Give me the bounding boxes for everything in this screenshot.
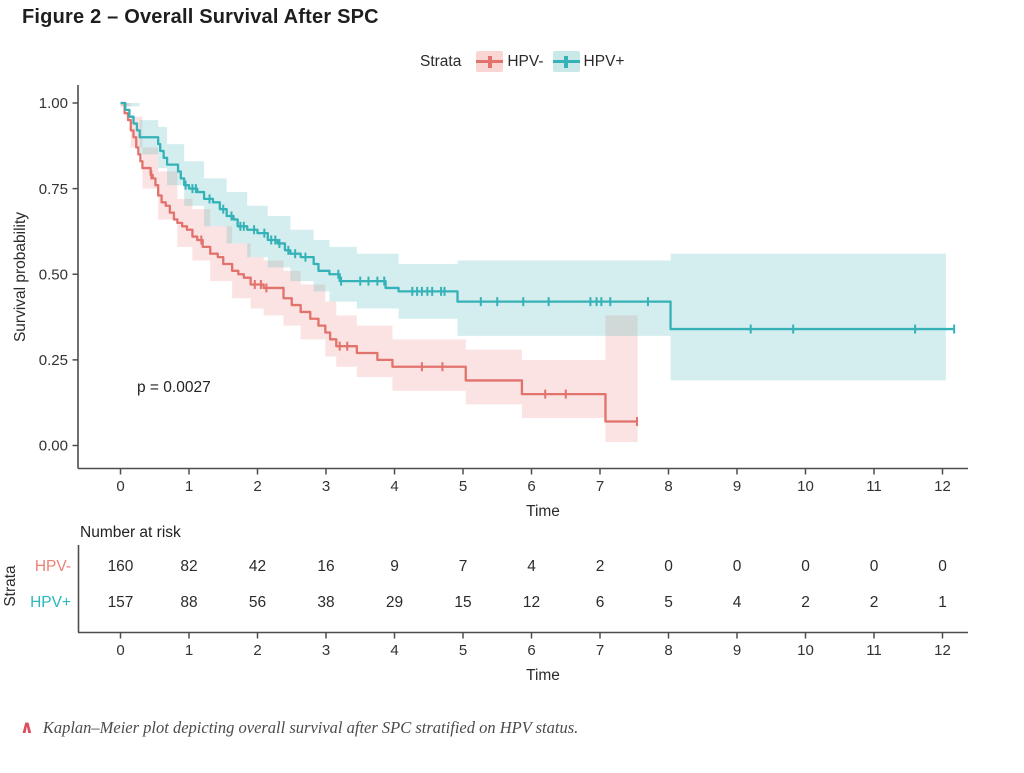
risk-count-HPV+: 1	[938, 594, 947, 611]
risk-count-HPV+: 2	[801, 594, 810, 611]
x-axis-title: Time	[526, 503, 560, 520]
figure-caption: ∧ Kaplan–Meier plot depicting overall su…	[20, 718, 578, 738]
risk-x-tick-label: 5	[459, 642, 467, 659]
risk-count-HPV+: 88	[180, 594, 197, 611]
x-axis-ticks: 0 1 2 3 4 5 6 7 8 9 10 11 12	[116, 468, 951, 495]
p-value-label: p = 0.0027	[137, 379, 211, 396]
risk-x-axis-title: Time	[526, 667, 560, 684]
risk-strata-label: Strata	[2, 565, 19, 607]
risk-count-HPV+: 29	[386, 594, 403, 611]
risk-count-HPV-: 82	[180, 558, 197, 575]
risk-x-tick-label: 1	[185, 642, 193, 659]
risk-x-axis-ticks: 0 1 2 3 4 5 6 7 8 9 10 11 12	[116, 632, 951, 659]
risk-row-label-hpv-neg: HPV-	[35, 558, 71, 575]
risk-x-tick-label: 8	[664, 642, 672, 659]
risk-row-label-hpv-pos: HPV+	[30, 594, 71, 611]
x-tick-label: 11	[866, 478, 882, 495]
risk-count-HPV+: 6	[596, 594, 605, 611]
risk-count-HPV+: 5	[664, 594, 673, 611]
risk-table-header: Number at risk	[80, 524, 181, 541]
risk-count-HPV-: 2	[596, 558, 605, 575]
legend-item-label: HPV-	[507, 52, 544, 70]
survival-curves	[120, 101, 955, 423]
risk-count-HPV-: 16	[317, 558, 334, 575]
y-tick-label: 0.00	[39, 438, 68, 455]
risk-x-tick-label: 11	[866, 642, 882, 659]
risk-count-HPV-: 0	[664, 558, 673, 575]
legend-title: Strata	[420, 52, 462, 70]
y-tick-label: 0.50	[39, 266, 68, 283]
caret-up-icon: ∧	[20, 717, 34, 738]
km-curve-HPV-	[120, 101, 638, 423]
risk-count-HPV+: 56	[249, 594, 266, 611]
figure-title: Figure 2 – Overall Survival After SPC	[22, 6, 379, 28]
risk-count-HPV+: 157	[108, 594, 134, 611]
y-tick-label: 0.75	[39, 181, 68, 198]
y-tick-label: 0.25	[39, 352, 68, 369]
x-tick-label: 4	[390, 478, 398, 495]
x-tick-label: 7	[596, 478, 604, 495]
risk-x-tick-label: 7	[596, 642, 604, 659]
x-tick-label: 1	[185, 478, 193, 495]
risk-x-tick-label: 3	[322, 642, 330, 659]
ci-band-HPV-	[120, 103, 638, 443]
legend-item-label: HPV+	[583, 52, 625, 70]
risk-x-tick-label: 12	[934, 642, 951, 659]
x-tick-label: 12	[934, 478, 951, 495]
risk-count-HPV-: 0	[801, 558, 810, 575]
risk-x-tick-label: 9	[733, 642, 741, 659]
legend-item-hpv-neg: HPV-	[476, 51, 544, 72]
risk-count-HPV+: 38	[317, 594, 334, 611]
risk-count-HPV-: 0	[870, 558, 879, 575]
x-tick-label: 3	[322, 478, 330, 495]
risk-count-HPV-: 7	[459, 558, 468, 575]
confidence-bands	[120, 103, 946, 443]
km-curve-HPV+	[120, 101, 955, 331]
risk-count-HPV+: 2	[870, 594, 879, 611]
legend-key-hpv-neg-icon	[476, 51, 504, 72]
risk-x-tick-label: 10	[797, 642, 814, 659]
risk-count-HPV+: 4	[733, 594, 742, 611]
legend-key-hpv-pos-icon	[552, 51, 580, 72]
x-tick-label: 5	[459, 478, 467, 495]
legend-item-hpv-pos: HPV+	[552, 51, 625, 72]
risk-count-HPV+: 12	[523, 594, 540, 611]
caption-text: Kaplan–Meier plot depicting overall surv…	[42, 718, 579, 737]
x-tick-label: 9	[733, 478, 741, 495]
risk-count-HPV-: 9	[390, 558, 399, 575]
risk-count-HPV+: 15	[454, 594, 471, 611]
x-tick-label: 6	[527, 478, 535, 495]
y-axis-title: Survival probability	[12, 212, 29, 342]
risk-x-tick-label: 2	[253, 642, 261, 659]
x-tick-label: 10	[797, 478, 814, 495]
risk-count-HPV-: 160	[108, 558, 134, 575]
x-tick-label: 8	[664, 478, 672, 495]
y-axis-ticks: 1.00 0.75 0.50 0.25 0.00	[39, 95, 78, 455]
risk-count-HPV-: 42	[249, 558, 266, 575]
y-tick-label: 1.00	[39, 95, 68, 112]
x-tick-label: 2	[253, 478, 261, 495]
censor-marks	[150, 170, 956, 427]
risk-x-tick-label: 6	[527, 642, 535, 659]
risk-count-HPV-: 0	[938, 558, 947, 575]
x-tick-label: 0	[116, 478, 124, 495]
risk-x-tick-label: 4	[390, 642, 398, 659]
ci-band-HPV+	[120, 103, 946, 381]
risk-x-tick-label: 0	[116, 642, 124, 659]
risk-count-HPV-: 0	[733, 558, 742, 575]
legend: Strata HPV- HPV+	[420, 51, 624, 72]
risk-count-HPV-: 4	[527, 558, 536, 575]
